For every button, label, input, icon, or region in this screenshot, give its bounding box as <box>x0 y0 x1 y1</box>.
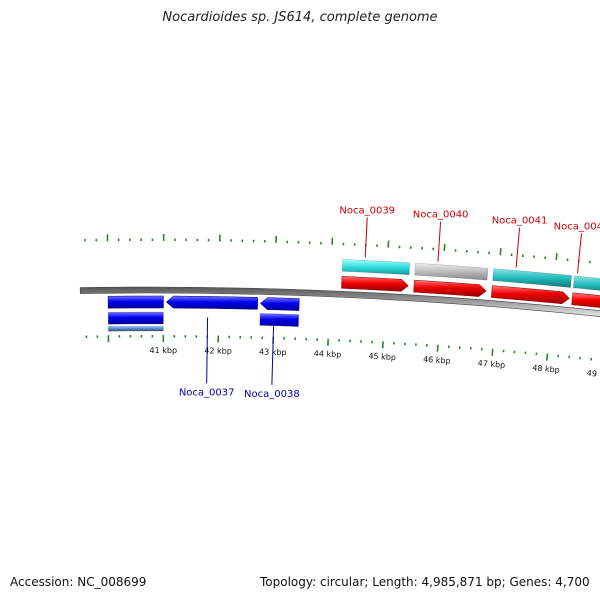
scale-tick-label: 47 kbp <box>477 359 505 370</box>
genome-summary: Topology: circular; Length: 4,985,871 bp… <box>260 575 590 589</box>
scale-tick <box>546 353 549 361</box>
gene-label-leader <box>437 221 442 262</box>
gene-label[interactable]: Noca_0038 <box>244 389 300 400</box>
label-layer: Noca_0039 Noca_0040 Noca_0041 Noca_0042 Noca… <box>179 205 600 399</box>
forward-gene[interactable] <box>341 276 409 292</box>
backbone-layer <box>79 286 600 317</box>
map-title: Nocardioides sp. JS614, complete genome <box>162 10 438 25</box>
gene-label[interactable]: Noca_0040 <box>413 210 469 221</box>
scale-tick <box>555 252 558 261</box>
scale-tick-label: 49 kbp <box>586 369 600 381</box>
reverse-gene[interactable] <box>259 297 300 311</box>
reverse-feature[interactable] <box>108 325 164 332</box>
gene-layer[interactable] <box>107 259 600 332</box>
reverse-feature[interactable] <box>259 313 300 327</box>
scale-tick <box>499 248 502 256</box>
forward-gene[interactable] <box>491 285 570 305</box>
gene-label[interactable]: Noca_0042 <box>554 221 600 232</box>
gene-label[interactable]: Noca_0039 <box>339 205 395 216</box>
forward-feature[interactable] <box>414 262 489 281</box>
forward-feature[interactable] <box>492 268 572 288</box>
gene-label[interactable]: Noca_0041 <box>492 216 548 227</box>
scale-tick-label: 48 kbp <box>532 363 560 375</box>
scale-tick-label: 42 kbp <box>204 346 232 355</box>
scale-tick <box>491 348 494 356</box>
reverse-feature[interactable] <box>107 311 164 325</box>
gene-label-leader <box>515 227 521 268</box>
forward-feature[interactable] <box>341 259 411 276</box>
gene-label-leader <box>271 318 275 385</box>
gene-label[interactable]: Noca_0037 <box>179 387 235 398</box>
genome-backbone <box>79 286 600 317</box>
gene-label-leader <box>577 233 582 274</box>
scale-tick-label: 46 kbp <box>423 355 451 366</box>
scale-tick-label: 41 kbp <box>150 346 178 355</box>
scale-tick-label: 45 kbp <box>368 352 396 362</box>
scale-tick-label: 44 kbp <box>314 349 342 359</box>
forward-gene[interactable] <box>413 279 487 297</box>
forward-feature[interactable] <box>573 275 600 293</box>
gene-label-leader <box>364 217 368 258</box>
reverse-gene[interactable] <box>165 295 259 310</box>
gene-label-leader <box>206 317 209 384</box>
forward-gene[interactable] <box>571 292 600 310</box>
reverse-gene[interactable] <box>107 295 164 309</box>
accession-label: Accession: NC_008699 <box>10 575 147 589</box>
